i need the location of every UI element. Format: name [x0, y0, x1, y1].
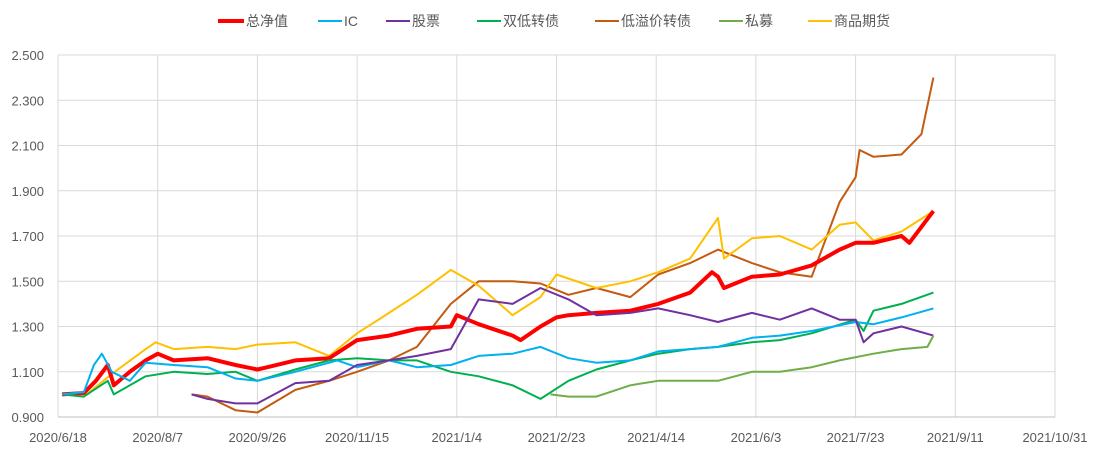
x-tick-label: 2020/11/15 — [325, 430, 389, 445]
gridlines — [57, 54, 1056, 418]
series-line-6 — [61, 210, 934, 398]
y-tick-label: 2.300 — [11, 93, 44, 108]
x-axis: 2020/6/18 2020/8/7 2020/9/26 2020/11/15 2021… — [29, 416, 1088, 445]
series-line-1 — [61, 307, 934, 396]
series-line-3 — [61, 291, 934, 400]
x-tick-label: 2021/4/14 — [627, 430, 685, 445]
x-tick-label: 2021/2/23 — [528, 430, 586, 445]
legend-label: 私募 — [745, 13, 773, 29]
x-tick-label: 2021/10/31 — [1022, 430, 1087, 445]
series-line-5 — [550, 335, 935, 398]
y-tick-label: 1.300 — [11, 320, 44, 335]
legend-label: 双低转债 — [503, 13, 559, 29]
x-tick-label: 2021/7/23 — [827, 430, 885, 445]
y-tick-label: 0.900 — [11, 410, 44, 425]
y-tick-label: 2.500 — [11, 48, 44, 63]
x-tick-label: 2021/9/11 — [927, 430, 984, 445]
series-line-4 — [191, 77, 935, 414]
series-line-2 — [191, 287, 934, 405]
x-tick-label: 2020/8/7 — [132, 430, 183, 445]
y-tick-label: 1.500 — [11, 274, 44, 289]
y-tick-label: 2.100 — [11, 139, 44, 154]
legend-label: IC — [344, 13, 358, 29]
legend-label: 低溢价转债 — [621, 13, 691, 29]
legend-label: 商品期货 — [834, 13, 890, 29]
y-tick-label: 1.100 — [11, 365, 44, 380]
x-tick-label: 2020/6/18 — [29, 430, 87, 445]
y-tick-label: 1.900 — [11, 184, 44, 199]
x-tick-label: 2020/9/26 — [228, 430, 286, 445]
series-line-0 — [61, 209, 935, 397]
legend-label: 股票 — [412, 13, 440, 29]
x-tick-label: 2021/6/3 — [731, 430, 782, 445]
x-tick-label: 2021/1/4 — [431, 430, 482, 445]
legend: 总净值 IC 股票 双低转债 低溢价转债 私募 商品期货 — [218, 13, 890, 29]
series-lines — [61, 77, 935, 414]
y-tick-label: 1.700 — [11, 229, 44, 244]
y-axis: 0.900 1.100 1.300 1.500 1.700 1.900 2.100 2.300… — [11, 48, 44, 425]
legend-label: 总净值 — [246, 13, 288, 29]
